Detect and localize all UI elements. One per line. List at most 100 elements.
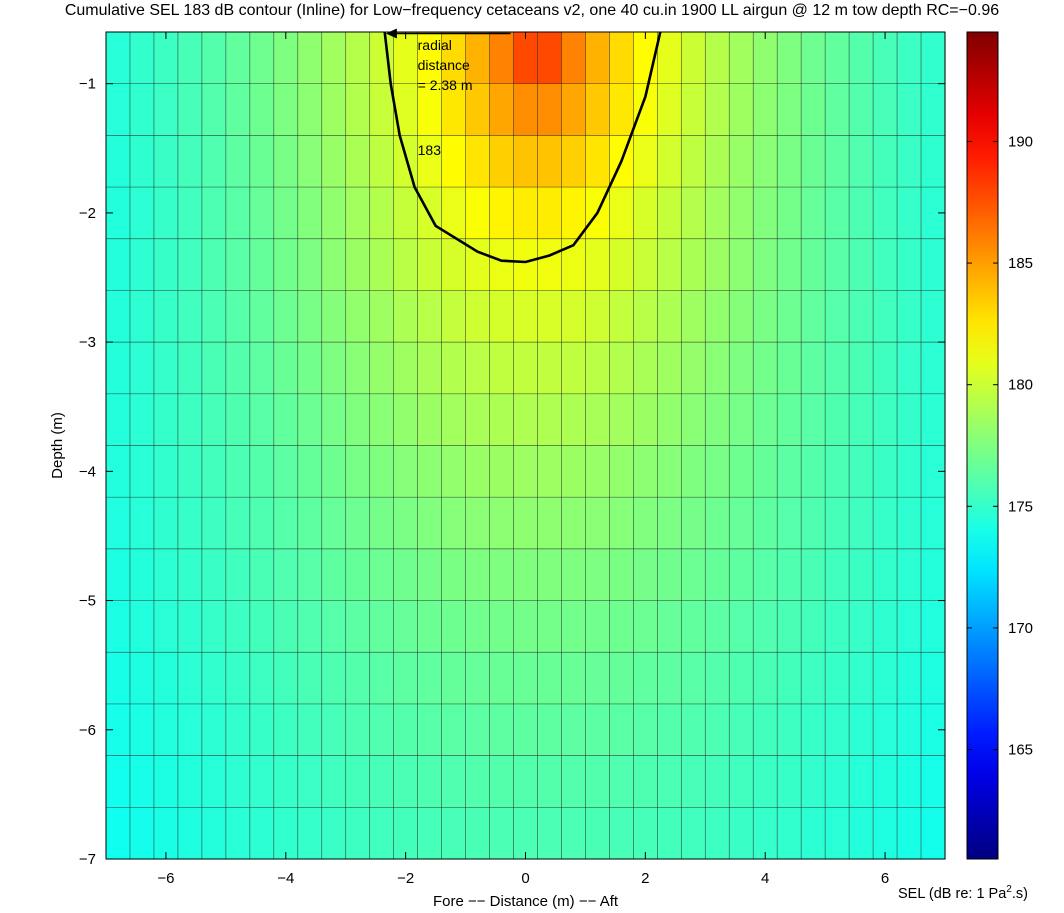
heatmap-cell [465,703,491,757]
heatmap-cell [801,703,826,757]
heatmap-cell [561,342,587,395]
heatmap-cell [369,652,395,705]
heatmap-cell [489,393,515,447]
heatmap-cell [873,497,898,550]
heatmap-cell [393,755,419,808]
colorbar-unit-suffix: .s) [1011,885,1028,902]
x-tick-label: −6 [157,870,174,887]
heatmap-cell [417,548,443,602]
heatmap-cell [369,497,395,550]
heatmap-cell [705,32,730,85]
heatmap-cell [129,238,155,292]
heatmap-cell [585,445,610,498]
heatmap-cell [273,187,299,240]
heatmap-cell [177,652,203,705]
heatmap-cell [537,755,563,808]
heatmap-cell [273,32,299,85]
heatmap-cell [417,703,443,757]
heatmap-cell [201,83,227,136]
heatmap-cell [393,290,419,343]
heatmap-cell [465,600,491,653]
x-tick-label: 2 [641,870,649,887]
heatmap-cell [561,32,587,85]
heatmap-cell [465,755,491,808]
heatmap-cell [297,548,323,602]
heatmap-cell [369,290,395,343]
heatmap-cell [633,290,658,343]
heatmap-cell [753,548,778,602]
heatmap-cell [537,703,563,757]
heatmap-cell [297,83,323,136]
heatmap-cell [513,32,539,85]
colorbar-tick-label: 190 [1008,133,1033,150]
heatmap-cell [681,497,706,550]
heatmap-cell [106,135,131,188]
y-axis-ticks: −1 −2 −3 −4 −5 −6 −7 [79,76,945,868]
heatmap-cell [657,445,682,498]
heatmap-cell [465,445,491,498]
heatmap-cell [873,652,898,705]
heatmap-cell [609,290,634,343]
heatmap-cell [177,393,203,447]
heatmap-cell [609,807,634,860]
x-tick-label: 6 [881,870,889,887]
heatmap-cell [609,548,634,602]
heatmap-cell [345,497,371,550]
heatmap-cell [106,290,131,343]
heatmap-cell [153,393,179,447]
heatmap-cell [345,703,371,757]
heatmap-cell [249,755,275,808]
heatmap-cell [393,342,419,395]
heatmap-cell [561,290,587,343]
heatmap-cell [921,32,946,85]
heatmap-cell [201,497,227,550]
heatmap-cell [729,342,754,395]
heatmap-cell [873,290,898,343]
colorbar-tick-label: 170 [1008,620,1033,637]
heatmap-cell [849,238,874,292]
heatmap-cell [345,187,371,240]
heatmap-cell [801,342,826,395]
heatmap-cell [201,342,227,395]
colorbar-tick-label: 185 [1008,255,1033,272]
heatmap-cell [417,238,443,292]
heatmap-cell [537,135,563,188]
heatmap-cell [417,807,443,860]
heatmap-cell [345,600,371,653]
heatmap-cell [129,187,155,240]
x-tick-label: 4 [761,870,769,887]
heatmap-cell [177,32,203,85]
heatmap-cell [273,755,299,808]
heatmap-cell [921,652,946,705]
radial-distance-annotation-line3: = 2.38 m [418,77,473,93]
heatmap-cell [657,187,682,240]
heatmap-cell [177,807,203,860]
heatmap-cell [249,600,275,653]
heatmap-cell [441,755,467,808]
heatmap-cell [825,393,850,447]
heatmap-cell [153,703,179,757]
heatmap-cell [249,652,275,705]
heatmap-cell [609,32,634,85]
heatmap-cell [657,135,682,188]
heatmap-cell [897,600,922,653]
heatmap-cell [561,497,587,550]
heatmap-cell [657,652,682,705]
heatmap-cell [657,83,682,136]
heatmap-cell [801,83,826,136]
heatmap-cell [345,755,371,808]
heatmap-cell [513,652,539,705]
heatmap-cell [729,135,754,188]
heatmap-cell [873,703,898,757]
heatmap-cell [153,807,179,860]
heatmap-cell [225,445,251,498]
heatmap-cell [801,807,826,860]
heatmap-cell [681,83,706,136]
heatmap-cell [249,238,275,292]
heatmap-cell [801,548,826,602]
heatmap-cell [201,393,227,447]
heatmap-cell [609,703,634,757]
heatmap-cell [345,807,371,860]
heatmap-cell [297,393,323,447]
heatmap-cell [321,290,347,343]
